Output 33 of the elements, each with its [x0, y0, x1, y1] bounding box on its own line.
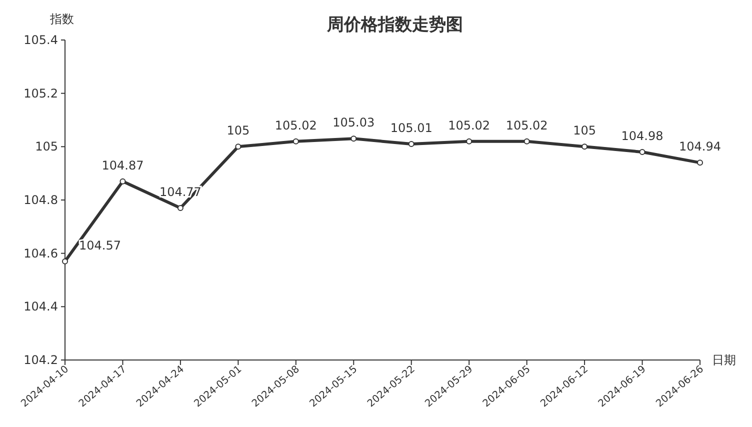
y-tick-label: 104.4 [24, 300, 58, 314]
data-label: 105 [573, 124, 596, 138]
point [697, 160, 703, 166]
y-tick-label: 104.2 [24, 353, 58, 367]
point [235, 144, 242, 150]
point [639, 149, 646, 155]
y-tick-label: 105.2 [24, 86, 58, 100]
data-label: 105.01 [390, 121, 432, 135]
chart-title: 周价格指数走势图 [326, 15, 463, 35]
data-label: 105.02 [506, 118, 548, 132]
data-label: 104.98 [621, 129, 664, 143]
point [120, 178, 126, 184]
data-label: 105.02 [274, 118, 317, 132]
data-label: 104.87 [102, 158, 144, 172]
y-tick-label: 105 [35, 140, 58, 154]
x-axis-title: 日期 [712, 353, 736, 367]
point [408, 141, 414, 147]
point [62, 258, 68, 264]
point [524, 138, 530, 144]
data-label: 105.03 [332, 116, 375, 130]
point [292, 138, 299, 144]
data-label: 105.02 [448, 118, 490, 132]
y-tick-label: 105.4 [24, 33, 58, 47]
y-tick-label: 104.8 [24, 193, 58, 207]
point [582, 144, 588, 150]
y-axis-title: 指数 [49, 12, 74, 26]
data-label: 104.57 [79, 238, 121, 252]
data-label: 104.94 [679, 140, 721, 154]
y-tick-label: 104.6 [24, 246, 58, 260]
point [177, 205, 184, 211]
data-label: 105 [226, 124, 250, 138]
point [466, 138, 472, 144]
point [350, 136, 357, 142]
